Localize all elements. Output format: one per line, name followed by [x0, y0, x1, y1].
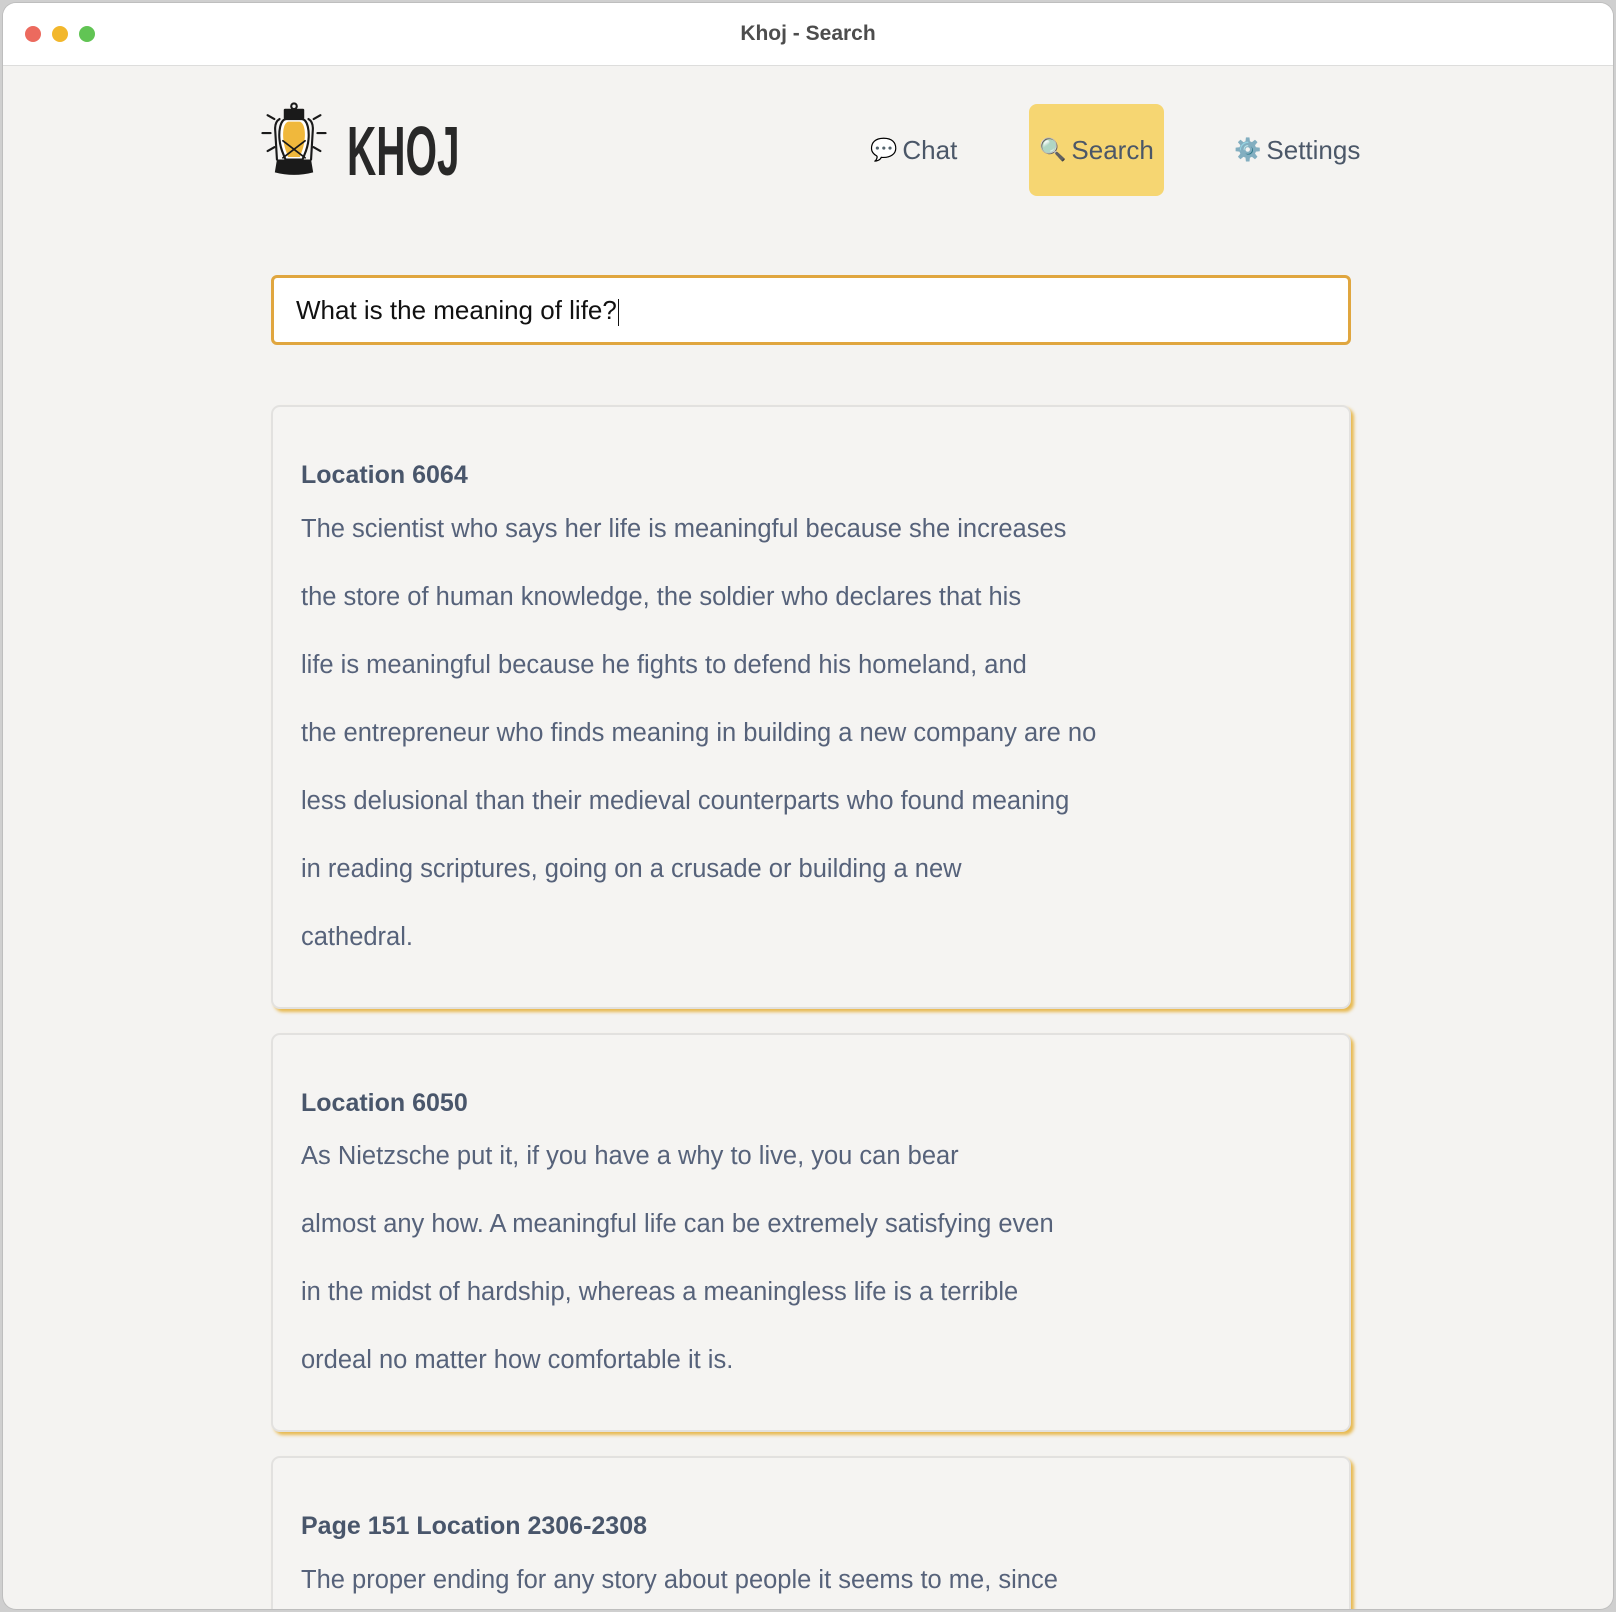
svg-text:KHOJ: KHOJ [347, 112, 460, 190]
